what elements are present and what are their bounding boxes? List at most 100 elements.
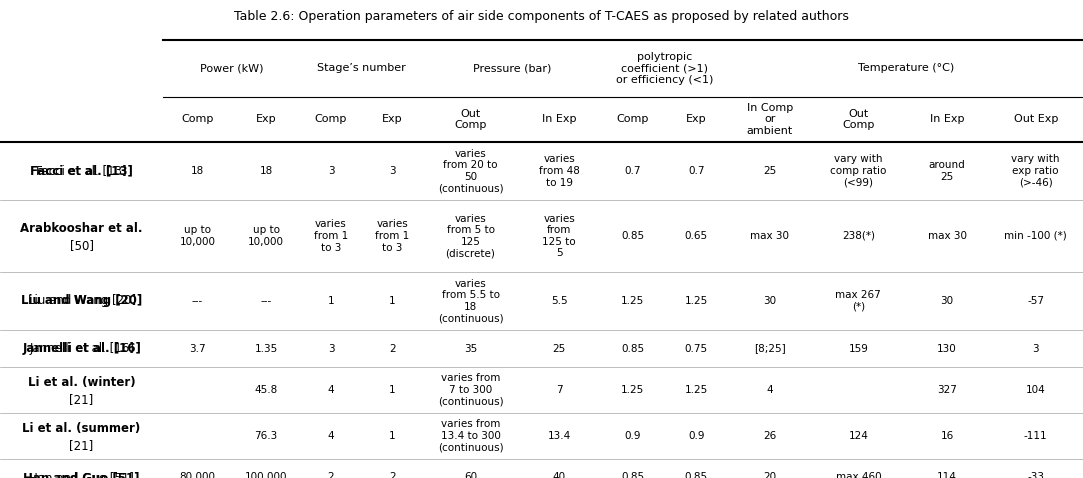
Text: Exp: Exp — [686, 115, 707, 124]
Text: 0.85: 0.85 — [684, 472, 708, 478]
Text: 0.85: 0.85 — [621, 344, 644, 354]
Text: varies from
13.4 to 300
(continuous): varies from 13.4 to 300 (continuous) — [438, 419, 504, 453]
Text: 7: 7 — [556, 385, 562, 395]
Text: varies
from 5 to
125
(discrete): varies from 5 to 125 (discrete) — [445, 214, 496, 259]
Text: 60: 60 — [464, 472, 478, 478]
Text: 238(*): 238(*) — [841, 231, 875, 241]
Text: varies
from
125 to
5: varies from 125 to 5 — [543, 214, 576, 259]
Text: Table 2.6: Operation parameters of air side components of T-CAES as proposed by : Table 2.6: Operation parameters of air s… — [234, 10, 849, 23]
Text: 4: 4 — [328, 431, 335, 441]
Text: 1.25: 1.25 — [621, 385, 644, 395]
Text: Out
Comp: Out Comp — [843, 109, 875, 130]
Text: vary with
comp ratio
(<99): vary with comp ratio (<99) — [831, 154, 887, 187]
Text: 4: 4 — [767, 385, 773, 395]
Text: 35: 35 — [464, 344, 478, 354]
Text: 3: 3 — [328, 344, 335, 354]
Text: 0.75: 0.75 — [684, 344, 708, 354]
Text: Jannelli et al. [16]: Jannelli et al. [16] — [29, 342, 134, 355]
Text: max 460: max 460 — [836, 472, 882, 478]
Text: Exp: Exp — [382, 115, 403, 124]
Text: ---: --- — [192, 296, 204, 306]
Text: 2: 2 — [328, 472, 335, 478]
Text: 0.9: 0.9 — [624, 431, 641, 441]
Text: Han and Guo [51]: Han and Guo [51] — [24, 471, 140, 478]
Text: 1.25: 1.25 — [684, 296, 708, 306]
Text: -57: -57 — [1027, 296, 1044, 306]
Text: Arabkooshar et al.: Arabkooshar et al. — [21, 222, 143, 236]
Text: vary with
exp ratio
(>-46): vary with exp ratio (>-46) — [1012, 154, 1060, 187]
Text: varies
from 1
to 3: varies from 1 to 3 — [314, 219, 348, 252]
Text: [8;25]: [8;25] — [754, 344, 785, 354]
Text: [21]: [21] — [69, 393, 94, 406]
Text: 5.5: 5.5 — [551, 296, 567, 306]
Text: 0.85: 0.85 — [621, 231, 644, 241]
Text: 1.35: 1.35 — [255, 344, 277, 354]
Text: 0.7: 0.7 — [688, 166, 705, 176]
Text: 76.3: 76.3 — [255, 431, 277, 441]
Text: 0.65: 0.65 — [684, 231, 708, 241]
Text: Exp: Exp — [256, 115, 276, 124]
Text: 30: 30 — [940, 296, 954, 306]
Text: Li et al. (summer): Li et al. (summer) — [23, 423, 141, 435]
Text: 1: 1 — [328, 296, 335, 306]
Text: 26: 26 — [764, 431, 777, 441]
Text: 18: 18 — [260, 166, 273, 176]
Text: 3: 3 — [389, 166, 396, 176]
Text: 1.25: 1.25 — [621, 296, 644, 306]
Text: Stage’s number: Stage’s number — [317, 64, 406, 74]
Text: 100,000: 100,000 — [245, 472, 287, 478]
Text: In Exp: In Exp — [542, 115, 576, 124]
Text: 30: 30 — [764, 296, 777, 306]
Text: Jannelli et al. [16]: Jannelli et al. [16] — [22, 342, 141, 355]
Text: 45.8: 45.8 — [255, 385, 277, 395]
Text: up to
10,000: up to 10,000 — [180, 225, 216, 247]
Text: 124: 124 — [848, 431, 869, 441]
Text: 104: 104 — [1026, 385, 1045, 395]
Text: Han and Guo [51]: Han and Guo [51] — [29, 471, 134, 478]
Text: Facci et al. [13]: Facci et al. [13] — [36, 164, 127, 177]
Text: Out
Comp: Out Comp — [455, 109, 486, 130]
Text: 18: 18 — [191, 166, 204, 176]
Text: Power (kW): Power (kW) — [200, 64, 263, 74]
Text: 130: 130 — [937, 344, 957, 354]
Text: 13.4: 13.4 — [548, 431, 571, 441]
Text: around
25: around 25 — [928, 160, 965, 182]
Text: 4: 4 — [328, 385, 335, 395]
Text: 16: 16 — [940, 431, 954, 441]
Text: varies
from 5.5 to
18
(continuous): varies from 5.5 to 18 (continuous) — [438, 279, 504, 324]
Text: Liu and Wang [20]: Liu and Wang [20] — [27, 294, 135, 307]
Text: max 30: max 30 — [751, 231, 790, 241]
Text: 0.9: 0.9 — [688, 431, 705, 441]
Text: Comp: Comp — [181, 115, 213, 124]
Text: 1: 1 — [389, 296, 396, 306]
Text: In Exp: In Exp — [930, 115, 964, 124]
Text: varies
from 48
to 19: varies from 48 to 19 — [539, 154, 579, 187]
Text: 3: 3 — [1032, 344, 1039, 354]
Text: Comp: Comp — [315, 115, 348, 124]
Text: 1: 1 — [389, 385, 396, 395]
Text: varies
from 1
to 3: varies from 1 to 3 — [376, 219, 409, 252]
Text: Comp: Comp — [616, 115, 649, 124]
Text: In Comp
or
ambient: In Comp or ambient — [746, 103, 793, 136]
Text: max 267
(*): max 267 (*) — [835, 290, 882, 312]
Text: Facci et al. [13]: Facci et al. [13] — [30, 164, 133, 177]
Text: Li et al. (winter): Li et al. (winter) — [28, 377, 135, 390]
Text: Out Exp: Out Exp — [1014, 115, 1058, 124]
Text: Pressure (bar): Pressure (bar) — [473, 64, 551, 74]
Text: 327: 327 — [937, 385, 957, 395]
Text: 2: 2 — [389, 344, 396, 354]
Text: 40: 40 — [552, 472, 565, 478]
Text: 0.7: 0.7 — [624, 166, 641, 176]
Text: 25: 25 — [764, 166, 777, 176]
Text: varies from
7 to 300
(continuous): varies from 7 to 300 (continuous) — [438, 373, 504, 407]
Text: 1: 1 — [389, 431, 396, 441]
Text: 3.7: 3.7 — [190, 344, 206, 354]
Text: 1.25: 1.25 — [684, 385, 708, 395]
Text: Temperature (°C): Temperature (°C) — [858, 64, 954, 74]
Text: 2: 2 — [389, 472, 396, 478]
Text: 3: 3 — [328, 166, 335, 176]
Text: Liu and Wang [20]: Liu and Wang [20] — [21, 294, 142, 307]
Text: 25: 25 — [552, 344, 565, 354]
Text: 114: 114 — [937, 472, 957, 478]
Text: [50]: [50] — [69, 239, 93, 252]
